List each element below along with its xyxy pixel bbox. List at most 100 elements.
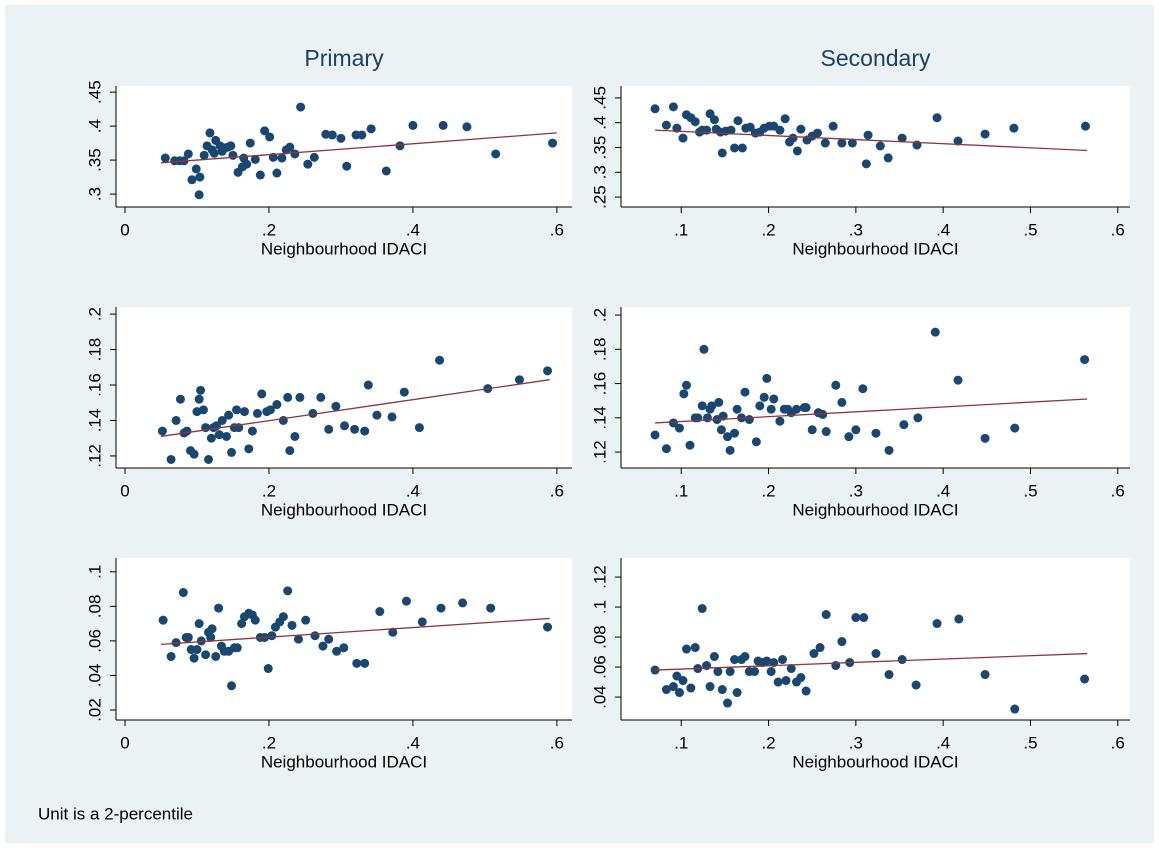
x-tick-label: .5 — [1023, 481, 1037, 500]
data-point — [717, 148, 727, 158]
y-tick-label: .14 — [85, 409, 104, 433]
data-point — [217, 415, 227, 425]
fit-line — [160, 379, 550, 438]
data-point — [257, 389, 267, 399]
data-point — [762, 373, 772, 383]
x-tick-label: .4 — [936, 733, 950, 752]
data-point — [339, 643, 349, 653]
data-point — [786, 664, 796, 674]
data-point — [283, 586, 293, 596]
data-point — [278, 415, 288, 425]
data-point — [214, 603, 224, 613]
data-point — [828, 121, 838, 131]
data-point — [661, 685, 671, 695]
fit-line — [655, 652, 1088, 671]
x-axis-label: Neighbourhood IDACI — [261, 752, 427, 771]
y-tick-label: .02 — [85, 698, 104, 722]
data-point — [697, 604, 707, 614]
data-point — [260, 126, 270, 136]
x-axis-label: Neighbourhood IDACI — [792, 500, 958, 519]
data-point — [232, 643, 242, 653]
data-point — [697, 401, 707, 411]
data-point — [387, 412, 397, 422]
data-point — [414, 423, 424, 433]
data-point — [668, 102, 678, 112]
data-point — [194, 190, 204, 200]
plot-area — [116, 86, 572, 207]
data-point — [321, 129, 331, 139]
data-point — [796, 673, 806, 683]
data-point — [214, 430, 224, 440]
data-point — [913, 413, 923, 423]
x-tick-label: .6 — [1111, 733, 1125, 752]
data-point — [160, 153, 170, 163]
y-tick-label: .18 — [590, 337, 609, 361]
data-point — [884, 445, 894, 455]
plot-area — [621, 558, 1130, 720]
data-point — [674, 423, 684, 433]
data-point — [1080, 355, 1090, 365]
data-point — [899, 420, 909, 430]
data-point — [267, 631, 277, 641]
y-tick-label: .04 — [590, 685, 609, 709]
data-point — [316, 392, 326, 402]
x-tick-label: .3 — [849, 481, 863, 500]
x-tick-label: .3 — [849, 733, 863, 752]
data-point — [831, 380, 841, 390]
plot-area — [621, 307, 1130, 468]
data-point — [668, 682, 678, 692]
data-point — [1009, 123, 1019, 133]
data-point — [366, 124, 376, 134]
data-point — [953, 375, 963, 385]
x-tick-label: .6 — [550, 733, 564, 752]
x-tick-label: .1 — [674, 733, 688, 752]
data-point — [283, 392, 293, 402]
data-point — [277, 153, 287, 163]
data-point — [953, 136, 963, 146]
x-tick-label: .6 — [1111, 481, 1125, 500]
data-point — [250, 615, 260, 625]
data-point — [717, 685, 727, 695]
data-point — [548, 138, 558, 148]
y-tick-label: .12 — [590, 565, 609, 589]
data-point — [250, 154, 260, 164]
data-point — [191, 164, 201, 174]
data-point — [192, 645, 202, 655]
data-point — [227, 447, 237, 457]
data-point — [718, 411, 728, 421]
data-point — [820, 138, 830, 148]
data-point — [285, 446, 295, 456]
data-point — [954, 614, 964, 624]
data-point — [661, 444, 671, 454]
data-point — [740, 652, 750, 662]
data-point — [332, 646, 342, 656]
data-point — [336, 133, 346, 143]
data-point — [650, 430, 660, 440]
data-point — [296, 102, 306, 112]
data-point — [729, 143, 739, 153]
data-point — [733, 116, 743, 126]
data-point — [732, 688, 742, 698]
data-point — [206, 632, 216, 642]
data-point — [745, 122, 755, 132]
data-point — [801, 403, 811, 413]
data-point — [690, 117, 700, 127]
data-point — [157, 426, 167, 436]
x-tick-label: .3 — [849, 220, 863, 239]
panel-title: Primary — [304, 45, 384, 71]
x-tick-label: .6 — [550, 481, 564, 500]
data-point — [194, 394, 204, 404]
data-point — [171, 638, 181, 648]
data-point — [228, 150, 238, 160]
data-point — [227, 681, 237, 691]
data-point — [435, 355, 445, 365]
data-point — [245, 138, 255, 148]
x-tick-label: .1 — [674, 220, 688, 239]
data-point — [1080, 674, 1090, 684]
data-point — [399, 387, 409, 397]
data-point — [309, 152, 319, 162]
data-point — [775, 416, 785, 426]
data-point — [201, 650, 211, 660]
data-point — [801, 686, 811, 696]
data-point — [678, 676, 688, 686]
